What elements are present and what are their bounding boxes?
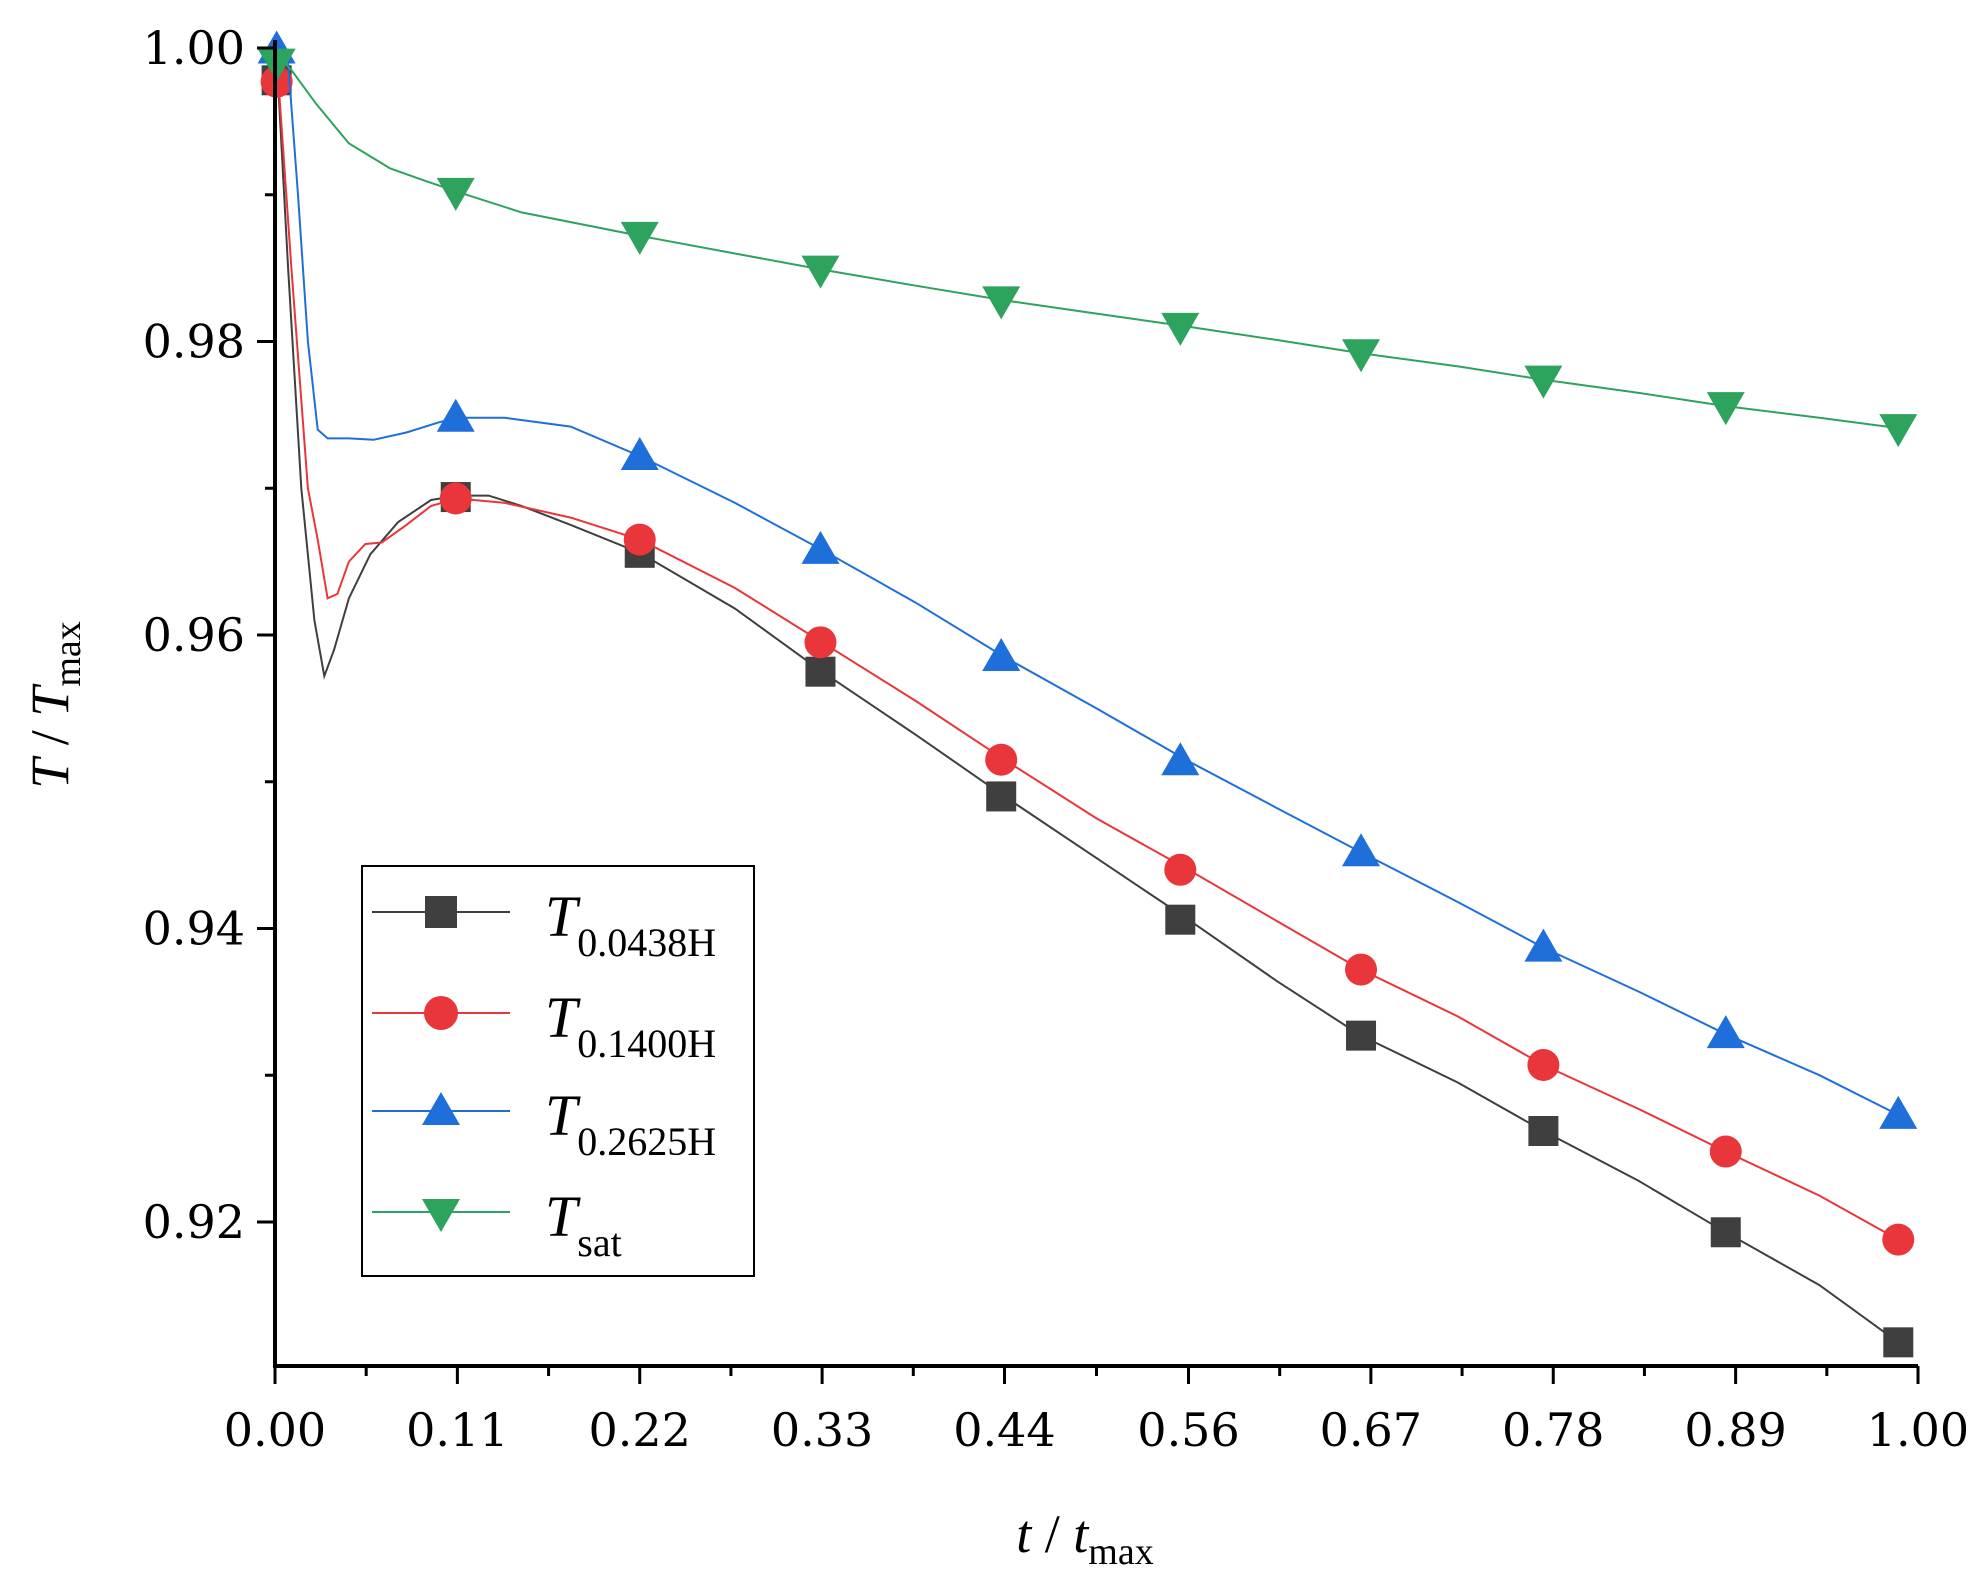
data-point-square [805,656,836,687]
x-tick-label: 0.67 [1320,1403,1422,1457]
y-tick-label: 0.94 [143,902,245,956]
data-point-square [1346,1020,1377,1051]
legend-item-t0-0438h: T0.0438H [372,884,716,965]
legend-marker-triangle-up-icon [422,1092,460,1125]
x-tick-label: 0.00 [224,1403,326,1457]
data-point-triangle-down [436,177,475,211]
y-tick-label: 0.98 [143,315,245,369]
data-point-square [1710,1217,1741,1248]
data-point-circle [1709,1135,1742,1168]
x-tick-label: 0.56 [1137,1403,1239,1457]
data-point-triangle-down [1879,414,1918,448]
x-tick-label: 1.00 [1867,1403,1969,1457]
legend-marker-square-icon [425,896,457,928]
data-point-triangle-up [1879,1095,1918,1129]
y-tick-label: 0.92 [143,1195,245,1249]
x-tick-label: 0.11 [406,1403,508,1457]
legend-label-tsat: Tsat [545,1184,622,1265]
data-point-triangle-down [1161,312,1200,346]
data-point-triangle-down [1524,365,1563,399]
legend-item-t0-1400h: T0.1400H [372,985,716,1066]
series-t0-1400h [260,55,1915,1256]
data-point-circle [804,626,837,659]
data-point-circle [623,523,656,556]
legend-label-t0-2625h: T0.2625H [545,1083,716,1164]
legend-marker-circle-icon [424,996,458,1030]
x-tick-label: 0.33 [771,1403,873,1457]
series-tsat [257,48,1918,448]
series-line [275,54,1899,430]
data-point-triangle-up [620,436,659,470]
y-axis-title: T / Tmax [20,621,89,789]
y-axis-title-main: T [20,755,80,789]
legend-label-t0-0438h: T0.0438H [545,884,716,965]
data-point-triangle-up [801,530,840,564]
data-point-triangle-up [982,638,1021,672]
ticks-layer: 0.00 0.11 0.22 0.33 0.44 0.56 0.67 0.78 0.89 1.00… [143,21,1970,1457]
x-tick-label: 0.89 [1684,1403,1786,1457]
data-point-triangle-up [436,398,475,432]
data-point-triangle-down [1342,339,1381,373]
data-point-triangle-up [1161,742,1200,776]
legend-label-t0-1400h: T0.1400H [545,985,716,1066]
data-point-circle [439,482,472,515]
data-point-square [1528,1116,1559,1147]
data-point-circle [985,743,1018,776]
data-point-circle [1345,953,1378,986]
data-point-square [986,781,1017,812]
data-point-circle [1164,853,1197,886]
data-point-triangle-down [620,221,659,255]
data-point-circle [1527,1048,1560,1081]
x-tick-label: 0.44 [953,1403,1055,1457]
legend-marker-triangle-down-icon [422,1199,460,1232]
data-point-triangle-up [1342,833,1381,867]
data-point-square [1165,904,1196,935]
data-point-circle [1882,1223,1915,1256]
data-point-triangle-down [982,286,1021,320]
legend-item-tsat: Tsat [372,1184,622,1265]
data-point-triangle-up [1524,928,1563,962]
legend: T0.0438H T0.1400H T0.2625H Tsat [361,865,755,1277]
x-tick-label: 0.22 [589,1403,691,1457]
x-axis-title-main: t [1016,1504,1033,1564]
legend-item-t0-2625h: T0.2625H [372,1083,716,1164]
y-tick-label: 1.00 [143,21,245,75]
data-point-triangle-down [1706,392,1745,426]
series-line [275,47,1899,1116]
y-tick-label: 0.96 [143,608,245,662]
x-axis-title: t / tmax [1016,1504,1153,1573]
data-point-triangle-down [801,255,840,289]
series-layer [257,30,1918,1358]
x-tick-label: 0.78 [1502,1403,1604,1457]
data-point-triangle-up [1706,1015,1745,1049]
data-point-square [1883,1327,1914,1358]
